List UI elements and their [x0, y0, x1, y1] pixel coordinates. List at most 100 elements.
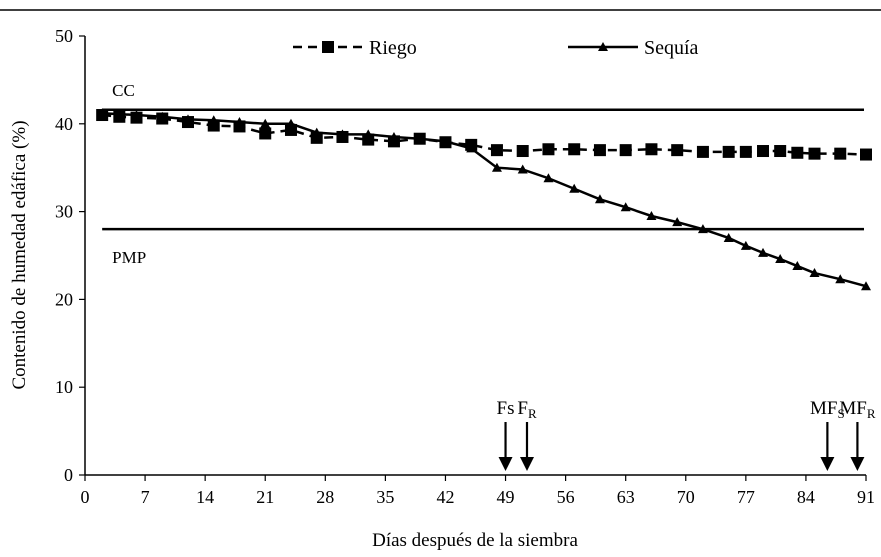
annotation-label-mfs: MFS [810, 398, 845, 421]
y-tick-label: 20 [55, 289, 73, 309]
x-tick-label: 77 [737, 487, 755, 507]
data-point-riego [233, 120, 246, 133]
arrow-head-mfr [850, 457, 865, 471]
data-point-riego [791, 146, 804, 159]
data-point-sequia [517, 164, 528, 174]
data-point-riego [568, 143, 581, 156]
arrow-head-mfs [820, 457, 835, 471]
data-point-sequia [792, 261, 803, 271]
data-point-riego [490, 144, 503, 157]
data-point-sequia [157, 111, 168, 121]
data-point-riego [739, 145, 752, 158]
data-point-sequia [363, 129, 374, 139]
series-line-riego [102, 113, 867, 156]
reference-label-pmp: PMP [112, 248, 146, 267]
annotation-subscript: R [867, 406, 876, 421]
data-point-sequia [835, 274, 846, 284]
data-point-sequia [620, 202, 631, 212]
data-point-riego [645, 143, 658, 156]
data-point-sequia [646, 210, 657, 220]
data-point-riego [860, 148, 872, 161]
x-tick-label: 21 [256, 487, 274, 507]
legend-label-sequia: Sequía [644, 37, 699, 59]
y-tick-label: 30 [55, 202, 73, 222]
ticks-layer: 0 7 14 21 28 35 42 49 56 63 70 77 84 91 0 10 20 30 40 50 [55, 26, 875, 507]
x-tick-label: 84 [797, 487, 815, 507]
x-tick-label: 0 [81, 487, 90, 507]
y-tick-label: 40 [55, 114, 73, 134]
x-tick-label: 35 [376, 487, 394, 507]
data-point-sequia [466, 143, 477, 153]
data-point-riego [516, 145, 529, 158]
annotation-label-mfr: MFR [839, 398, 875, 421]
data-point-sequia [809, 268, 820, 278]
data-point-sequia [440, 136, 451, 146]
annotation-label-fs: Fs [497, 398, 515, 419]
data-point-sequia [491, 162, 502, 172]
x-tick-label: 91 [857, 487, 875, 507]
data-point-riego [671, 144, 684, 157]
data-point-sequia [569, 183, 580, 193]
data-point-sequia [861, 281, 871, 291]
data-point-sequia [285, 118, 296, 128]
data-point-sequia [260, 118, 271, 128]
data-point-riego [542, 143, 555, 156]
arrow-head-fr [519, 457, 534, 471]
data-point-sequia [723, 232, 734, 242]
data-point-sequia [131, 110, 142, 120]
data-point-sequia [234, 117, 245, 127]
x-tick-label: 70 [677, 487, 695, 507]
data-point-sequia [208, 115, 219, 125]
data-point-sequia [114, 109, 125, 119]
reference-lines-layer: CC PMP [102, 81, 864, 267]
reference-label-cc: CC [112, 81, 135, 100]
data-point-riego [696, 145, 709, 158]
legend-marker-riego [322, 41, 334, 53]
annotation-main-text: F [517, 398, 528, 419]
x-tick-label: 14 [196, 487, 214, 507]
x-tick-label: 42 [436, 487, 454, 507]
data-point-riego [757, 145, 770, 158]
data-point-sequia [697, 224, 708, 234]
annotation-main-text: MF [839, 398, 866, 419]
x-tick-label: 49 [497, 487, 515, 507]
data-point-riego [593, 144, 606, 157]
y-tick-label: 50 [55, 26, 73, 46]
axes-layer [84, 36, 866, 476]
y-tick-label: 0 [64, 465, 73, 485]
annotation-subscript: S [837, 406, 844, 421]
data-point-sequia [594, 194, 605, 204]
arrow-head-fs [498, 457, 513, 471]
data-point-riego [259, 127, 272, 140]
data-point-sequia [182, 114, 193, 124]
annotation-subscript: R [528, 406, 537, 421]
data-point-riego [808, 147, 821, 160]
y-tick-label: 10 [55, 377, 73, 397]
data-point-sequia [388, 131, 399, 141]
annotation-main-text: MF [810, 398, 837, 419]
data-point-sequia [543, 173, 554, 183]
data-point-sequia [97, 108, 108, 118]
data-point-riego [619, 144, 632, 157]
data-point-sequia [672, 217, 683, 227]
data-point-sequia [414, 133, 425, 143]
annotation-label-fr: FR [517, 398, 537, 421]
series-layer [96, 108, 872, 291]
data-point-riego [774, 145, 787, 158]
legend: Riego Sequía [293, 37, 699, 59]
x-tick-label: 7 [141, 487, 150, 507]
data-point-sequia [775, 254, 786, 264]
x-axis-title: Días después de la siembra [372, 530, 578, 551]
legend-label-riego: Riego [369, 37, 417, 59]
data-point-riego [722, 145, 735, 158]
x-tick-label: 56 [557, 487, 575, 507]
legend-marker-sequia [598, 42, 608, 51]
data-point-sequia [337, 129, 348, 139]
annotation-main-text: Fs [497, 398, 515, 419]
y-axis-title: Contenido de humedad edáfica (%) [9, 120, 30, 389]
series-line-sequia [102, 112, 867, 288]
data-point-sequia [311, 127, 322, 137]
